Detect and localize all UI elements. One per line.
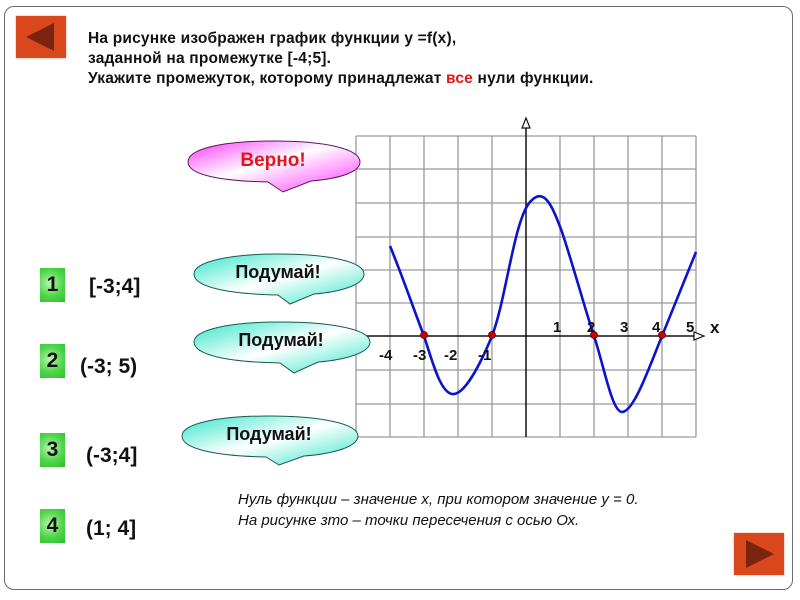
speech-bubble-shape bbox=[187, 140, 361, 193]
zero-point-marker bbox=[590, 331, 598, 339]
triangle-left-icon bbox=[26, 23, 54, 51]
feedback-bubble-wrong: Подумай! bbox=[192, 318, 371, 376]
zero-point-marker bbox=[658, 331, 666, 339]
feedback-text: Подумай! bbox=[226, 424, 312, 444]
zero-markers bbox=[420, 331, 666, 339]
x-tick-label: -3 bbox=[413, 347, 427, 364]
x-axis-label: x bbox=[710, 318, 720, 337]
y-axis-arrow-icon bbox=[521, 116, 531, 129]
x-tick-label: -1 bbox=[478, 347, 492, 364]
answer-option-1-text[interactable]: [-3;4] bbox=[89, 275, 141, 298]
feedback-bubble-wrong: Подумай! bbox=[180, 412, 359, 468]
speech-bubble-shape bbox=[193, 321, 371, 374]
slide-frame bbox=[4, 6, 793, 590]
feedback-text: Верно! bbox=[240, 150, 306, 171]
triangle-right-icon bbox=[746, 540, 774, 568]
next-slide-button[interactable] bbox=[734, 533, 784, 575]
question-text: На рисунке изображен график функции y =f… bbox=[88, 29, 594, 89]
x-tick-label: 5 bbox=[686, 319, 695, 336]
feedback-text: Подумай! bbox=[235, 262, 321, 282]
question-line-3: Укажите промежуток, которому принадлежат… bbox=[88, 70, 594, 87]
x-tick-label: 4 bbox=[652, 319, 661, 336]
answer-option-4-text[interactable]: (1; 4] bbox=[86, 517, 137, 540]
x-tick-label: -4 bbox=[379, 347, 393, 364]
function-curve bbox=[388, 194, 698, 414]
hint-line-2: На рисунке зто – точки пересечения с ось… bbox=[238, 512, 580, 529]
answer-option-3-button[interactable]: 3 bbox=[40, 433, 65, 467]
prev-slide-button[interactable] bbox=[16, 16, 66, 58]
speech-bubble-shape bbox=[193, 253, 365, 305]
answer-option-3-text[interactable]: (-3;4] bbox=[86, 444, 138, 467]
answer-option-2-button[interactable]: 2 bbox=[40, 344, 65, 378]
zero-point-marker bbox=[420, 331, 428, 339]
highlight-word: все bbox=[446, 70, 473, 87]
x-tick-label: 1 bbox=[553, 319, 562, 336]
hint-line-1: Нуль функции – значение х, при котором з… bbox=[238, 491, 639, 508]
x-axis-arrow-icon bbox=[693, 331, 706, 341]
answer-option-1-button[interactable]: 1 bbox=[40, 268, 65, 302]
x-tick-label: 3 bbox=[620, 319, 629, 336]
question-line-1: На рисунке изображен график функции y =f… bbox=[88, 30, 457, 47]
zero-point-marker bbox=[488, 331, 496, 339]
feedback-text: Подумай! bbox=[238, 330, 324, 350]
answer-option-4-button[interactable]: 4 bbox=[40, 509, 65, 543]
x-tick-label: 2 bbox=[587, 319, 596, 336]
answer-option-2-text[interactable]: (-3; 5) bbox=[80, 355, 138, 378]
speech-bubble-shape bbox=[181, 415, 359, 466]
question-line-2: заданной на промежутке [-4;5]. bbox=[88, 50, 332, 67]
hint-text: Нуль функции – значение х, при котором з… bbox=[238, 489, 639, 531]
x-tick-label: -2 bbox=[444, 347, 458, 364]
feedback-bubble-correct: Верно! bbox=[186, 135, 361, 193]
feedback-bubble-wrong: Подумай! bbox=[192, 250, 365, 308]
